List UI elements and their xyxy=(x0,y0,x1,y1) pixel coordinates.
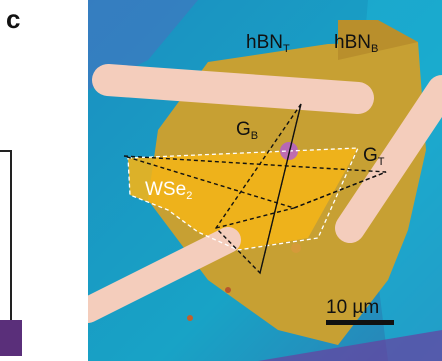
optical-micrograph xyxy=(88,0,442,361)
electrode-right xyxy=(335,75,442,243)
particle xyxy=(291,243,301,253)
label-gate-top: GT xyxy=(363,145,385,168)
schematic-wire-vertical xyxy=(10,150,12,330)
scale-bar-label: 10 µm xyxy=(326,297,380,318)
hbn-bottom-flake xyxy=(338,20,418,60)
label-gate-bottom: GB xyxy=(236,119,259,142)
schematic-block xyxy=(0,320,22,356)
label-hbn-top: hBNT xyxy=(246,32,290,55)
substrate-bottom xyxy=(258,330,442,361)
particle xyxy=(225,287,231,293)
wse2-outline xyxy=(127,147,360,251)
gate-line xyxy=(293,171,387,209)
electrode-bottom-left xyxy=(88,227,241,323)
panel-label: c xyxy=(6,4,21,34)
schematic-wire-horizontal xyxy=(0,150,10,152)
particle xyxy=(187,315,193,321)
gate-line xyxy=(259,103,302,274)
scale-bar xyxy=(326,320,394,325)
electrode-top xyxy=(92,64,374,114)
label-hbn-bottom: hBNB xyxy=(334,32,379,55)
label-wse2: WSe2 xyxy=(145,179,193,202)
wse2-flake xyxy=(128,148,358,250)
